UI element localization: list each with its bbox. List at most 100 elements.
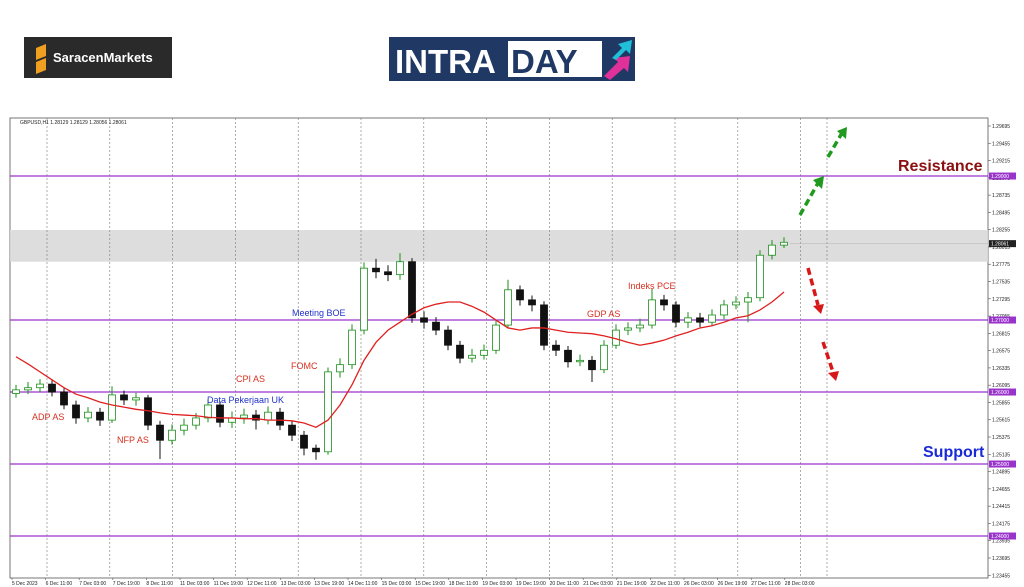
candle-body (756, 254, 764, 299)
level-label: 1.29000 (991, 174, 1009, 180)
x-tick-label: 6 Dec 11:00 (46, 581, 73, 587)
down-arrow (821, 341, 835, 373)
y-tick-label: 1.24175 (992, 521, 1010, 527)
candle-body (492, 324, 500, 351)
candle-body (660, 299, 668, 306)
candle-body (24, 387, 32, 391)
y-tick-label: 1.24415 (992, 504, 1010, 510)
candle-body (504, 289, 512, 326)
candle-body (48, 383, 56, 393)
y-tick-label: 1.25855 (992, 400, 1010, 406)
candle-body (624, 327, 632, 331)
y-tick-label: 1.23455 (992, 573, 1010, 579)
y-tick-label: 1.27775 (992, 262, 1010, 268)
annotation: ADP AS (32, 412, 64, 422)
y-tick-label: 1.27295 (992, 297, 1010, 303)
arrow-head (813, 304, 824, 314)
x-tick-label: 26 Dec 19:00 (718, 581, 748, 587)
candle-body (444, 329, 452, 346)
annotation: CPI AS (236, 374, 265, 384)
annotation: Data Pekerjaan UK (207, 395, 284, 405)
y-tick-label: 1.26335 (992, 366, 1010, 372)
candle-body (708, 314, 716, 323)
x-tick-label: 28 Dec 03:00 (785, 581, 815, 587)
x-tick-label: 5 Dec 2023 (12, 581, 38, 587)
candle-body (576, 359, 584, 363)
y-tick-label: 1.25615 (992, 418, 1010, 424)
y-tick-label: 1.25375 (992, 435, 1010, 441)
x-tick-label: 13 Dec 19:00 (314, 581, 344, 587)
candle-body (180, 424, 188, 431)
annotation: GDP AS (587, 309, 620, 319)
x-tick-label: 11 Dec 19:00 (214, 581, 244, 587)
y-tick-label: 1.23935 (992, 539, 1010, 545)
x-tick-label: 7 Dec 19:00 (113, 581, 140, 587)
candle-body (372, 267, 380, 273)
candle-body (96, 411, 104, 421)
broker-logo-icon (36, 44, 46, 74)
intraday-day: DAY (511, 43, 578, 80)
candle-body (540, 304, 548, 346)
candle-body (696, 317, 704, 323)
scenario-arrows (798, 132, 844, 373)
y-tick-label: 1.28735 (992, 193, 1010, 199)
level-label: 1.26000 (991, 390, 1009, 396)
y-tick-label: 1.29215 (992, 159, 1010, 165)
y-tick-label: 1.28015 (992, 245, 1010, 251)
last-price-box (989, 240, 1016, 248)
candle-body (420, 317, 428, 323)
candle-body (432, 321, 440, 331)
level-label-box (989, 532, 1016, 540)
candle-body (288, 424, 296, 436)
candle-body (324, 371, 332, 453)
annotation: Meeting BOE (292, 308, 346, 318)
candle-body (396, 261, 404, 276)
level-label-box (989, 316, 1016, 324)
candle-body (252, 414, 260, 421)
x-tick-label: 8 Dec 11:00 (146, 581, 173, 587)
annotation: Indeks PCE (628, 281, 676, 291)
candle-body (588, 359, 596, 371)
candle-body (336, 364, 344, 373)
x-tick-label: 13 Dec 03:00 (281, 581, 311, 587)
down-arrow (806, 267, 820, 306)
candle-body (456, 344, 464, 359)
arrow-head (813, 176, 824, 189)
candle-body (480, 349, 488, 356)
plot-layer: 1.23455 1.23695 1.23935 1.24175 1.24415 1.246… (10, 118, 1016, 587)
y-tick-label: 1.28255 (992, 228, 1010, 234)
moving-average (15, 291, 785, 429)
candle-body (312, 447, 320, 453)
broker-name: SaracenMarkets (53, 50, 153, 65)
y-tick-label: 1.24895 (992, 470, 1010, 476)
x-tick-label: 20 Dec 11:00 (550, 581, 580, 587)
candle-body (264, 411, 272, 421)
candle-body (192, 417, 200, 426)
candle-body (552, 344, 560, 351)
candle-body (300, 434, 308, 449)
annotation: FOMC (291, 361, 318, 371)
broker-logo-bg (24, 37, 172, 78)
annotation: NFP AS (117, 435, 149, 445)
candle-body (720, 304, 728, 316)
symbol-info: GBPUSD,H1 1.28129 1.28129 1.28056 1.2806… (20, 120, 127, 126)
candle-body (204, 404, 212, 419)
candle-body (768, 244, 776, 256)
candle-body (12, 389, 20, 394)
candle-body (348, 329, 356, 366)
y-tick-label: 1.24655 (992, 487, 1010, 493)
x-tick-label: 7 Dec 03:00 (79, 581, 106, 587)
y-tick-label: 1.26815 (992, 331, 1010, 337)
intraday-day-bg (508, 41, 602, 77)
x-tick-label: 21 Dec 03:00 (583, 581, 613, 587)
x-tick-label: 27 Dec 11:00 (751, 581, 781, 587)
x-tick-label: 14 Dec 11:00 (348, 581, 378, 587)
x-tick-label: 19 Dec 03:00 (482, 581, 512, 587)
resistance-label: Resistance (898, 158, 983, 175)
candle-body (672, 304, 680, 323)
candle-body (240, 414, 248, 419)
y-tick-label: 1.29695 (992, 124, 1010, 130)
candle-body (108, 394, 116, 421)
y-tick-label: 1.23695 (992, 556, 1010, 562)
